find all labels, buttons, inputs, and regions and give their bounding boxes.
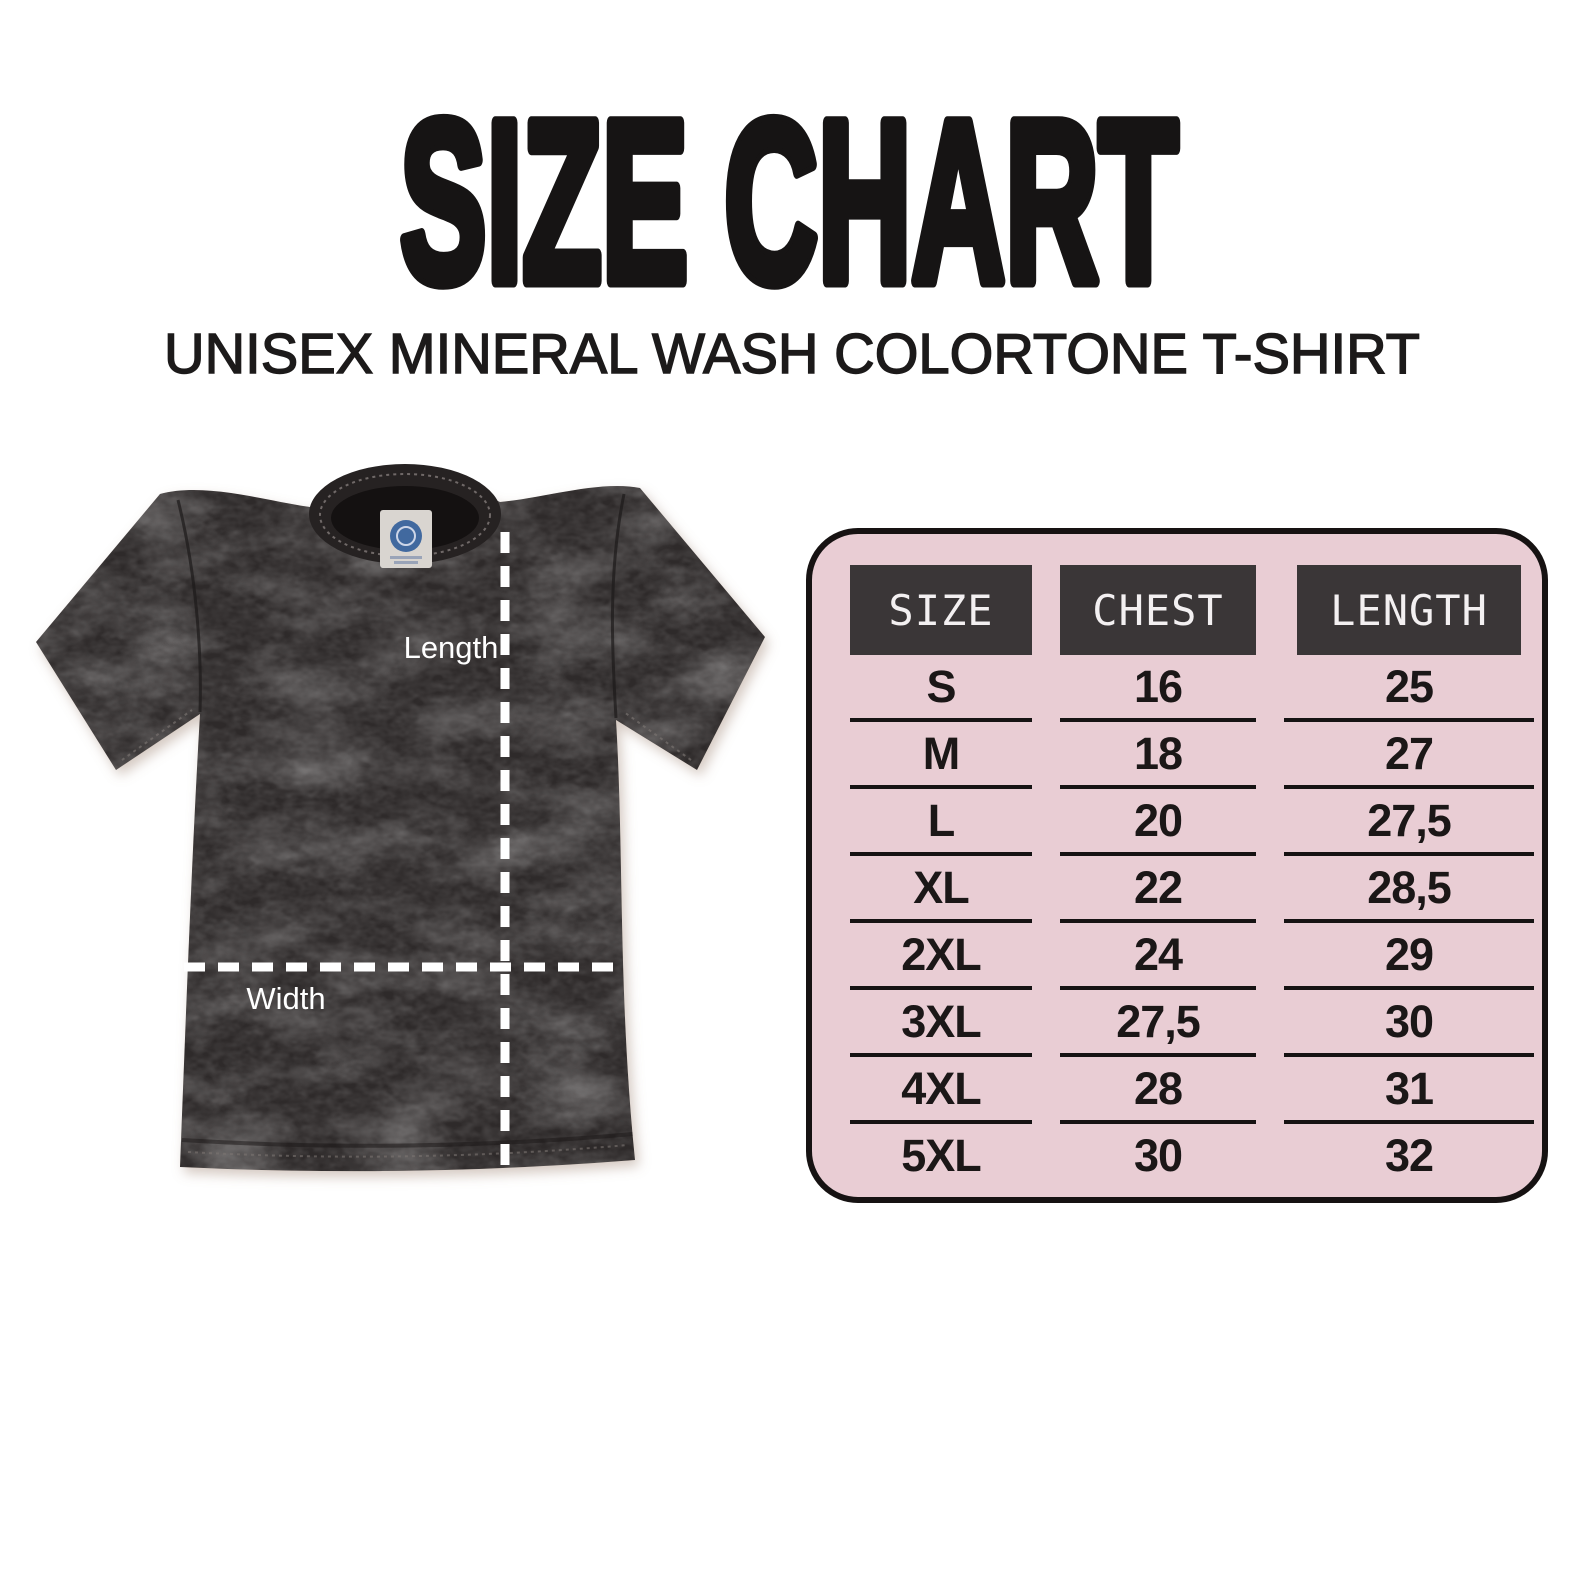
column-header-length: LENGTH xyxy=(1297,565,1521,655)
length-label: Length xyxy=(404,630,499,665)
size-cell: XL xyxy=(850,856,1032,923)
tshirt-photo: Length Width xyxy=(36,464,765,1172)
chest-cell: 18 xyxy=(1060,722,1256,789)
chest-cell: 27,5 xyxy=(1060,990,1256,1057)
size-table-panel: SIZE CHEST LENGTH S 16 25 M 18 27 L 20 2… xyxy=(806,528,1548,1203)
size-cell: 3XL xyxy=(850,990,1032,1057)
column-header-chest: CHEST xyxy=(1060,565,1256,655)
collar-tag xyxy=(380,510,432,568)
length-cell: 28,5 xyxy=(1284,856,1534,923)
size-cell: S xyxy=(850,655,1032,722)
length-cell: 31 xyxy=(1284,1057,1534,1124)
collar-stitching xyxy=(319,473,491,557)
hem-stitching xyxy=(187,1144,629,1158)
size-cell: L xyxy=(850,789,1032,856)
chest-cell: 28 xyxy=(1060,1057,1256,1124)
length-cell: 27 xyxy=(1284,722,1534,789)
length-cell: 25 xyxy=(1284,655,1534,722)
length-cell: 27,5 xyxy=(1284,789,1534,856)
page-title: SIZE CHART xyxy=(400,73,1178,300)
size-table: SIZE CHEST LENGTH S 16 25 M 18 27 L 20 2… xyxy=(850,565,1534,1191)
column-header-size: SIZE xyxy=(850,565,1032,655)
width-label: Width xyxy=(246,981,325,1016)
length-cell: 32 xyxy=(1384,1130,1434,1181)
chest-cell: 16 xyxy=(1060,655,1256,722)
page-title-block: SIZE CHART xyxy=(394,67,1185,301)
size-cell: 4XL xyxy=(850,1057,1032,1124)
length-cell: 29 xyxy=(1284,923,1534,990)
length-cell: 30 xyxy=(1284,990,1534,1057)
chest-cell: 24 xyxy=(1060,923,1256,990)
chest-cell: 22 xyxy=(1060,856,1256,923)
size-cell: M xyxy=(850,722,1032,789)
page-subtitle: UNISEX MINERAL WASH COLORTONE T-SHIRT xyxy=(164,322,1420,386)
collar xyxy=(309,464,501,568)
tshirt-measurement-diagram: Length Width xyxy=(36,464,765,1172)
page-subtitle-block: UNISEX MINERAL WASH COLORTONE T-SHIRT xyxy=(163,321,1420,386)
collar-tag-logo-icon xyxy=(390,520,422,552)
chest-cell: 20 xyxy=(1060,789,1256,856)
size-cell: 5XL xyxy=(901,1130,982,1181)
size-cell: 2XL xyxy=(850,923,1032,990)
chest-cell: 30 xyxy=(1133,1130,1183,1181)
